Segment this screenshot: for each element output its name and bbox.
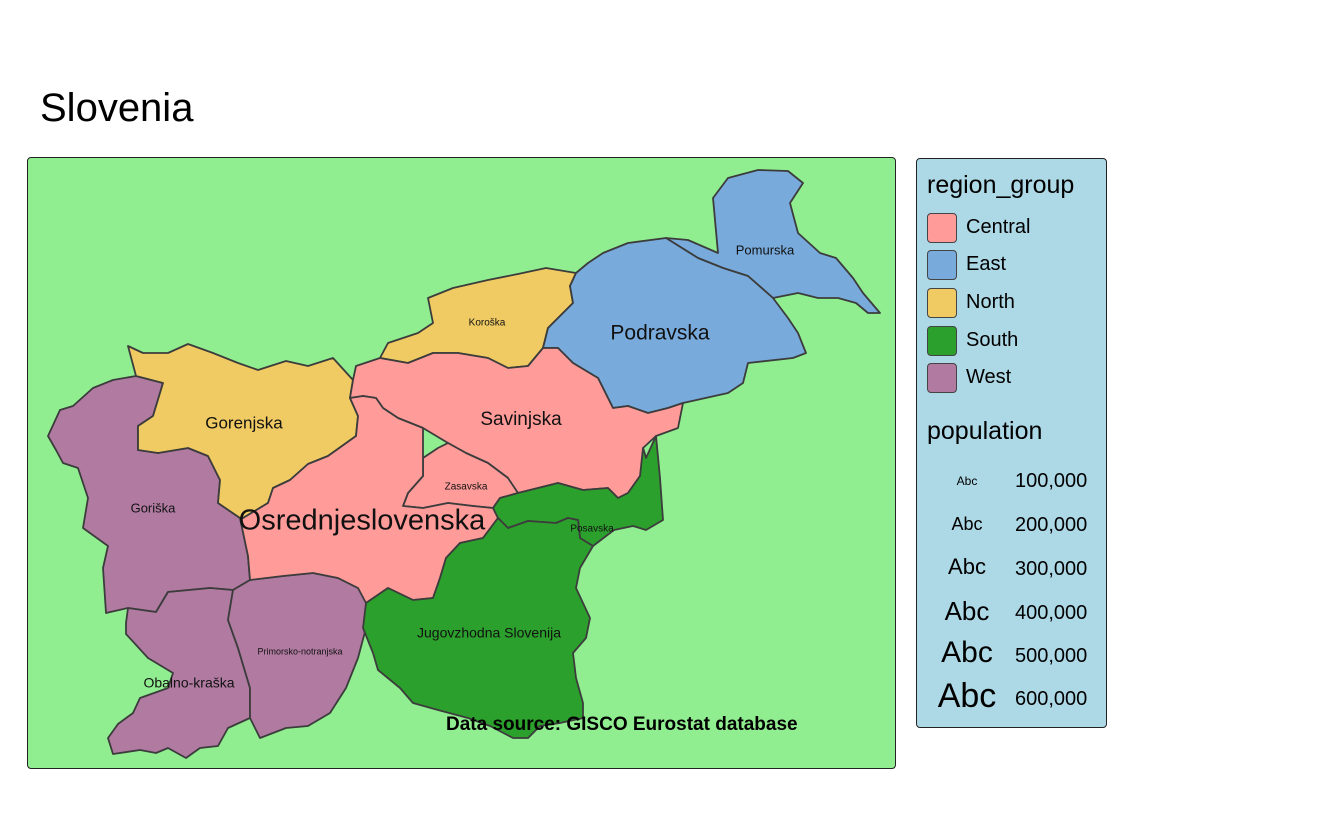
map-title: Slovenia — [40, 86, 194, 130]
size-value: 600,000 — [1015, 688, 1088, 710]
label-podravska: Podravska — [610, 322, 710, 345]
size-value: 500,000 — [1015, 645, 1088, 667]
label-jugovzhodna-slovenija: Jugovzhodna Slovenija — [417, 625, 561, 641]
legend-swatch — [927, 213, 957, 243]
region-jugovzhodna-slovenija[interactable] — [362, 517, 594, 739]
label-obalno-kraska: Obalno-kraška — [143, 675, 234, 691]
label-posavska: Posavska — [570, 524, 614, 535]
size-sample-text: Abc — [951, 514, 983, 534]
legend-swatch — [927, 250, 957, 280]
label-koroska: Koroška — [469, 318, 506, 329]
size-value: 200,000 — [1015, 514, 1088, 536]
label-primorsko-notranjska: Primorsko-notranjska — [257, 646, 342, 656]
label-savinjska: Savinjska — [480, 409, 562, 430]
legend-size-row-500k: Abc 500,000 — [917, 636, 1106, 680]
label-zasavska: Zasavska — [445, 482, 488, 493]
legend-group-title: region_group — [927, 171, 1075, 199]
legend-size-row-100k: Abc 100,000 — [917, 465, 1106, 505]
label-pomurska: Pomurska — [736, 242, 795, 257]
legend-size-row-300k: Abc 300,000 — [917, 553, 1106, 593]
size-value: 100,000 — [1015, 470, 1088, 492]
size-sample-text: Abc — [941, 636, 993, 669]
size-value: 400,000 — [1015, 602, 1088, 624]
legend-size-title: population — [927, 417, 1043, 445]
legend-size-row-400k: Abc 400,000 — [917, 597, 1106, 637]
legend-size-row-200k: Abc 200,000 — [917, 509, 1106, 549]
size-sample-text: Abc — [937, 677, 997, 715]
slovenia-map[interactable]: Pomurska Podravska Koroška Gorenjska Sav… — [28, 158, 895, 768]
size-value: 300,000 — [1015, 558, 1088, 580]
legend-swatch — [927, 288, 957, 318]
legend-item-label: East — [966, 253, 1007, 275]
map-panel[interactable]: Pomurska Podravska Koroška Gorenjska Sav… — [27, 157, 896, 769]
label-gorenjska: Gorenjska — [205, 413, 283, 432]
label-osrednjeslovenska: Osrednjeslovenska — [239, 505, 486, 537]
legend-size-row-600k: Abc 600,000 — [917, 679, 1106, 723]
size-sample-text: Abc — [948, 554, 986, 579]
size-sample-text: Abc — [944, 596, 990, 626]
size-sample-text: Abc — [956, 474, 978, 488]
legend-item-label: North — [966, 291, 1015, 313]
legend-item-label: South — [966, 329, 1019, 351]
label-goriska: Goriška — [131, 500, 177, 515]
legend-swatch — [927, 326, 957, 356]
legend-item-label: Central — [966, 216, 1031, 238]
data-source-credit: Data source: GISCO Eurostat database — [446, 714, 798, 735]
map-legend: region_group Central East North South We… — [916, 158, 1107, 728]
legend-swatch — [927, 363, 957, 393]
legend-item-label: West — [966, 366, 1012, 388]
